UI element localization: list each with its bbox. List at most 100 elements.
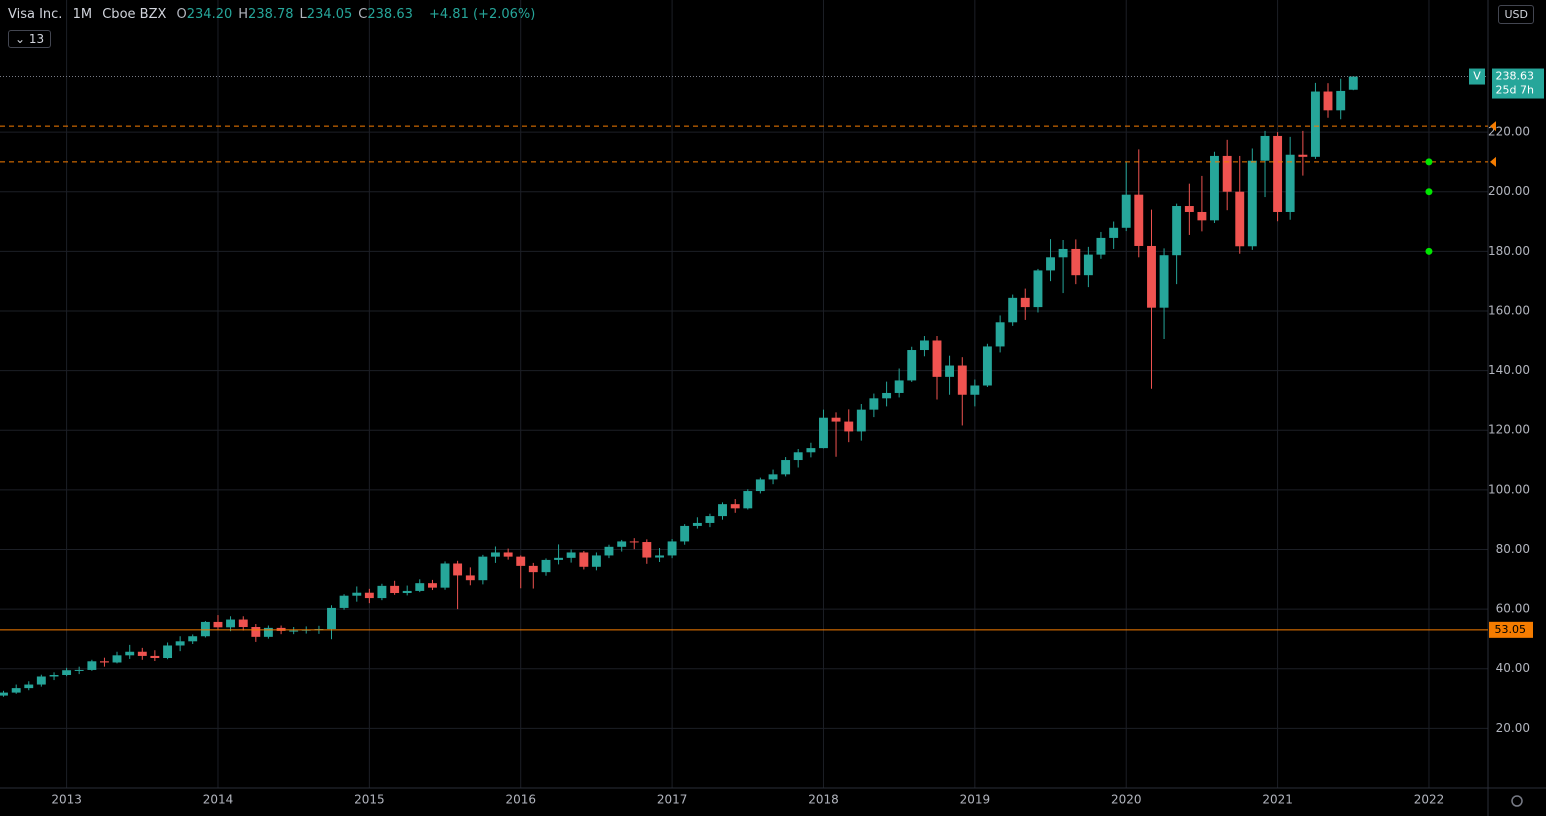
candle-body bbox=[1298, 154, 1308, 157]
target-dot bbox=[1425, 158, 1433, 166]
price-label-bg bbox=[1489, 621, 1533, 638]
candle-body bbox=[327, 607, 336, 630]
candle-body bbox=[945, 365, 955, 377]
candle-body bbox=[907, 350, 917, 381]
candle-body bbox=[831, 417, 841, 422]
y-tick-label: 20.00 bbox=[1496, 721, 1530, 735]
ohlc-value: 234.05 bbox=[306, 7, 353, 22]
candle-body bbox=[869, 398, 879, 410]
y-tick-label: 160.00 bbox=[1488, 303, 1530, 317]
x-tick-label: 2017 bbox=[657, 793, 688, 807]
candle-body bbox=[1033, 270, 1043, 308]
candle-body bbox=[0, 692, 8, 696]
y-tick-label: 200.00 bbox=[1488, 184, 1530, 198]
settings-icon[interactable] bbox=[1511, 795, 1523, 807]
candle-body bbox=[579, 552, 589, 567]
candle-body bbox=[919, 340, 929, 351]
x-tick-label: 2018 bbox=[808, 793, 839, 807]
y-tick-label: 80.00 bbox=[1496, 542, 1530, 556]
candle-body bbox=[1222, 155, 1232, 192]
x-tick-label: 2021 bbox=[1262, 793, 1293, 807]
candle-body bbox=[453, 563, 463, 576]
ohlc-key: C bbox=[358, 7, 368, 22]
candle-body bbox=[1247, 160, 1257, 247]
candle-body bbox=[24, 684, 34, 689]
candle-body bbox=[755, 479, 765, 492]
interval[interactable]: 1M bbox=[72, 7, 93, 22]
symbol-tag: V bbox=[1473, 70, 1481, 83]
currency-button[interactable]: USD bbox=[1498, 5, 1534, 24]
candle-body bbox=[263, 627, 273, 637]
candle-body bbox=[200, 621, 210, 637]
candle-body bbox=[793, 452, 803, 461]
candle-body bbox=[251, 627, 261, 637]
candle-body bbox=[49, 675, 59, 677]
candle-body bbox=[1172, 206, 1182, 256]
x-tick-label: 2015 bbox=[354, 793, 385, 807]
candle-body bbox=[680, 525, 690, 542]
candle-body bbox=[617, 541, 627, 547]
candle-body bbox=[163, 645, 173, 659]
candle-body bbox=[516, 556, 526, 566]
ohlc-key: H bbox=[238, 7, 249, 22]
candle-body bbox=[541, 559, 551, 573]
candle-body bbox=[844, 421, 854, 432]
header: Visa Inc. 1M Cboe BZX O234.20 H238.78 L234… bbox=[8, 7, 541, 22]
candle-body bbox=[1273, 135, 1283, 212]
x-tick-label: 2019 bbox=[960, 793, 991, 807]
countdown: 25d 7h bbox=[1496, 84, 1534, 97]
indicator-toggle[interactable]: ⌄ 13 bbox=[8, 30, 52, 48]
y-tick-label: 100.00 bbox=[1488, 482, 1530, 496]
candle-body bbox=[415, 583, 425, 591]
target-dot bbox=[1425, 188, 1433, 196]
candle-body bbox=[99, 661, 109, 663]
candle-body bbox=[87, 661, 97, 670]
candle-body bbox=[1071, 248, 1081, 276]
candle-body bbox=[1260, 135, 1270, 161]
candle-body bbox=[882, 392, 892, 399]
candle-body bbox=[743, 491, 753, 509]
candle-body bbox=[957, 365, 967, 395]
candle-body bbox=[1109, 227, 1119, 238]
candle-body bbox=[806, 448, 816, 453]
candle-body bbox=[465, 575, 475, 581]
candle-body bbox=[1147, 245, 1156, 308]
candle-body bbox=[642, 542, 652, 558]
candle-body bbox=[932, 340, 942, 377]
candle-body bbox=[364, 592, 374, 599]
y-tick-label: 120.00 bbox=[1488, 423, 1530, 437]
candle-body bbox=[629, 541, 639, 543]
candle-body bbox=[62, 670, 72, 676]
symbol-tag-bg bbox=[1469, 68, 1485, 85]
candle-body bbox=[1235, 191, 1245, 247]
candle-body bbox=[1210, 155, 1219, 221]
candle-body bbox=[1121, 194, 1131, 228]
ohlc-value: 238.78 bbox=[248, 7, 294, 22]
candle-body bbox=[1348, 76, 1358, 90]
candle-body bbox=[894, 380, 904, 393]
ohlc: O234.20 H238.78 L234.05 C238.63 bbox=[177, 7, 419, 22]
candle-body bbox=[390, 585, 400, 594]
candle-body bbox=[995, 322, 1005, 347]
candle-body bbox=[352, 592, 362, 596]
candle-body bbox=[856, 409, 866, 432]
candle-body bbox=[478, 556, 488, 581]
candle-body bbox=[11, 688, 21, 693]
candle-body bbox=[1285, 154, 1295, 212]
y-tick-label: 140.00 bbox=[1488, 363, 1530, 377]
candle-body bbox=[188, 636, 198, 642]
candle-body bbox=[74, 669, 84, 671]
last-price-label: 238.63 bbox=[1496, 70, 1535, 83]
candle-body bbox=[982, 346, 992, 386]
last-price-bg bbox=[1492, 68, 1544, 99]
candle-body bbox=[1083, 254, 1093, 276]
candle-body bbox=[238, 619, 248, 628]
candle-body bbox=[1197, 211, 1207, 221]
x-tick-label: 2013 bbox=[51, 793, 82, 807]
candle-body bbox=[490, 552, 500, 557]
candle-body bbox=[402, 590, 412, 594]
price-label: 53.05 bbox=[1495, 623, 1527, 636]
candle-body bbox=[112, 655, 122, 663]
candle-body bbox=[137, 651, 147, 656]
